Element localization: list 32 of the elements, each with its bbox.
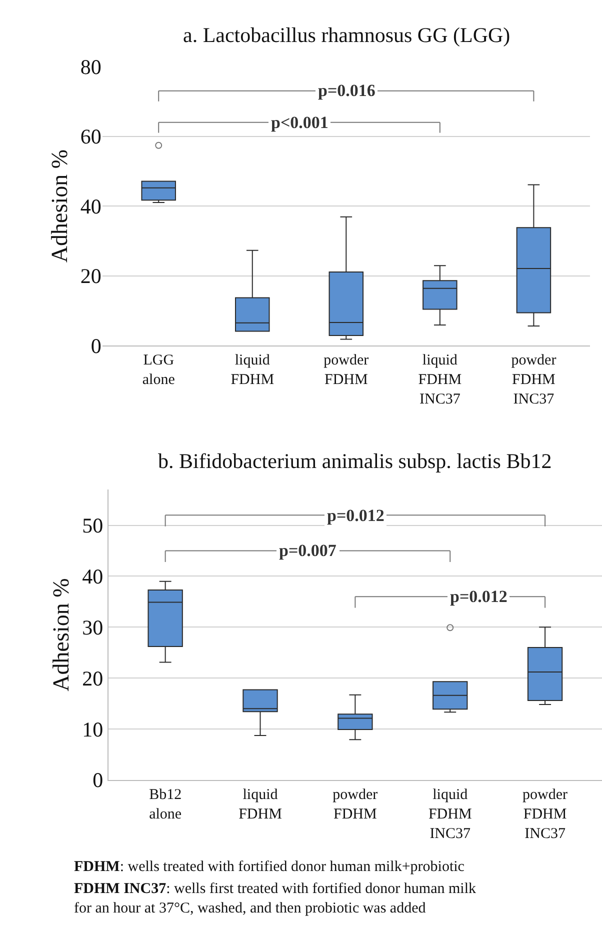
annotation: p<0.001 bbox=[271, 113, 328, 132]
annotation: p=0.007 bbox=[279, 541, 337, 560]
y-tick-label: 0 bbox=[90, 334, 102, 358]
y-tick-label: 20 bbox=[80, 264, 102, 288]
x-tick-label: liquid FDHM INC37 bbox=[428, 786, 472, 842]
x-tick-label: powder FDHM INC37 bbox=[522, 786, 568, 842]
x-tick-label: powder FDHM bbox=[332, 786, 378, 822]
y-tick-label: 80 bbox=[80, 54, 102, 79]
x-tick-label: LGG alone bbox=[142, 352, 176, 388]
y-tick-label: 10 bbox=[82, 717, 104, 742]
y-axis-title: Adhesion % bbox=[46, 150, 72, 263]
annotation: p=0.012 bbox=[327, 506, 384, 525]
y-tick-label: 60 bbox=[80, 124, 102, 149]
annotation: p=0.016 bbox=[318, 81, 376, 100]
x-tick-label: powder FDHM INC37 bbox=[511, 352, 556, 408]
y-tick-label: 40 bbox=[80, 194, 102, 218]
y-tick-label: 20 bbox=[82, 666, 104, 690]
x-tick-label: liquid FDHM bbox=[238, 786, 282, 822]
x-tick-label: Bb12 alone bbox=[149, 786, 182, 822]
x-tick-label: powder FDHM bbox=[324, 352, 369, 388]
annotation: p=0.012 bbox=[450, 587, 508, 606]
text: FDHM INC37: wells first treated with fortified donor human milk for an hour at 37°C, washed, and then probiotic was added bbox=[74, 881, 477, 916]
x-tick-label: liquid FDHM INC37 bbox=[418, 352, 462, 408]
text: FDHM: wells treated with fortified donor human milk+probiotic bbox=[74, 859, 465, 875]
chart-title: a. Lactobacillus rhamnosus GG (LGG) bbox=[183, 23, 510, 47]
y-tick-label: 50 bbox=[82, 514, 104, 538]
chart-title: b. Bifidobacterium animalis subsp. lactis Bb12 bbox=[158, 449, 552, 473]
y-axis-title: Adhesion % bbox=[48, 578, 74, 692]
x-tick-label: liquid FDHM bbox=[230, 352, 274, 388]
y-tick-label: 30 bbox=[82, 615, 104, 640]
y-tick-label: 40 bbox=[82, 564, 104, 589]
y-tick-label: 0 bbox=[92, 768, 104, 792]
